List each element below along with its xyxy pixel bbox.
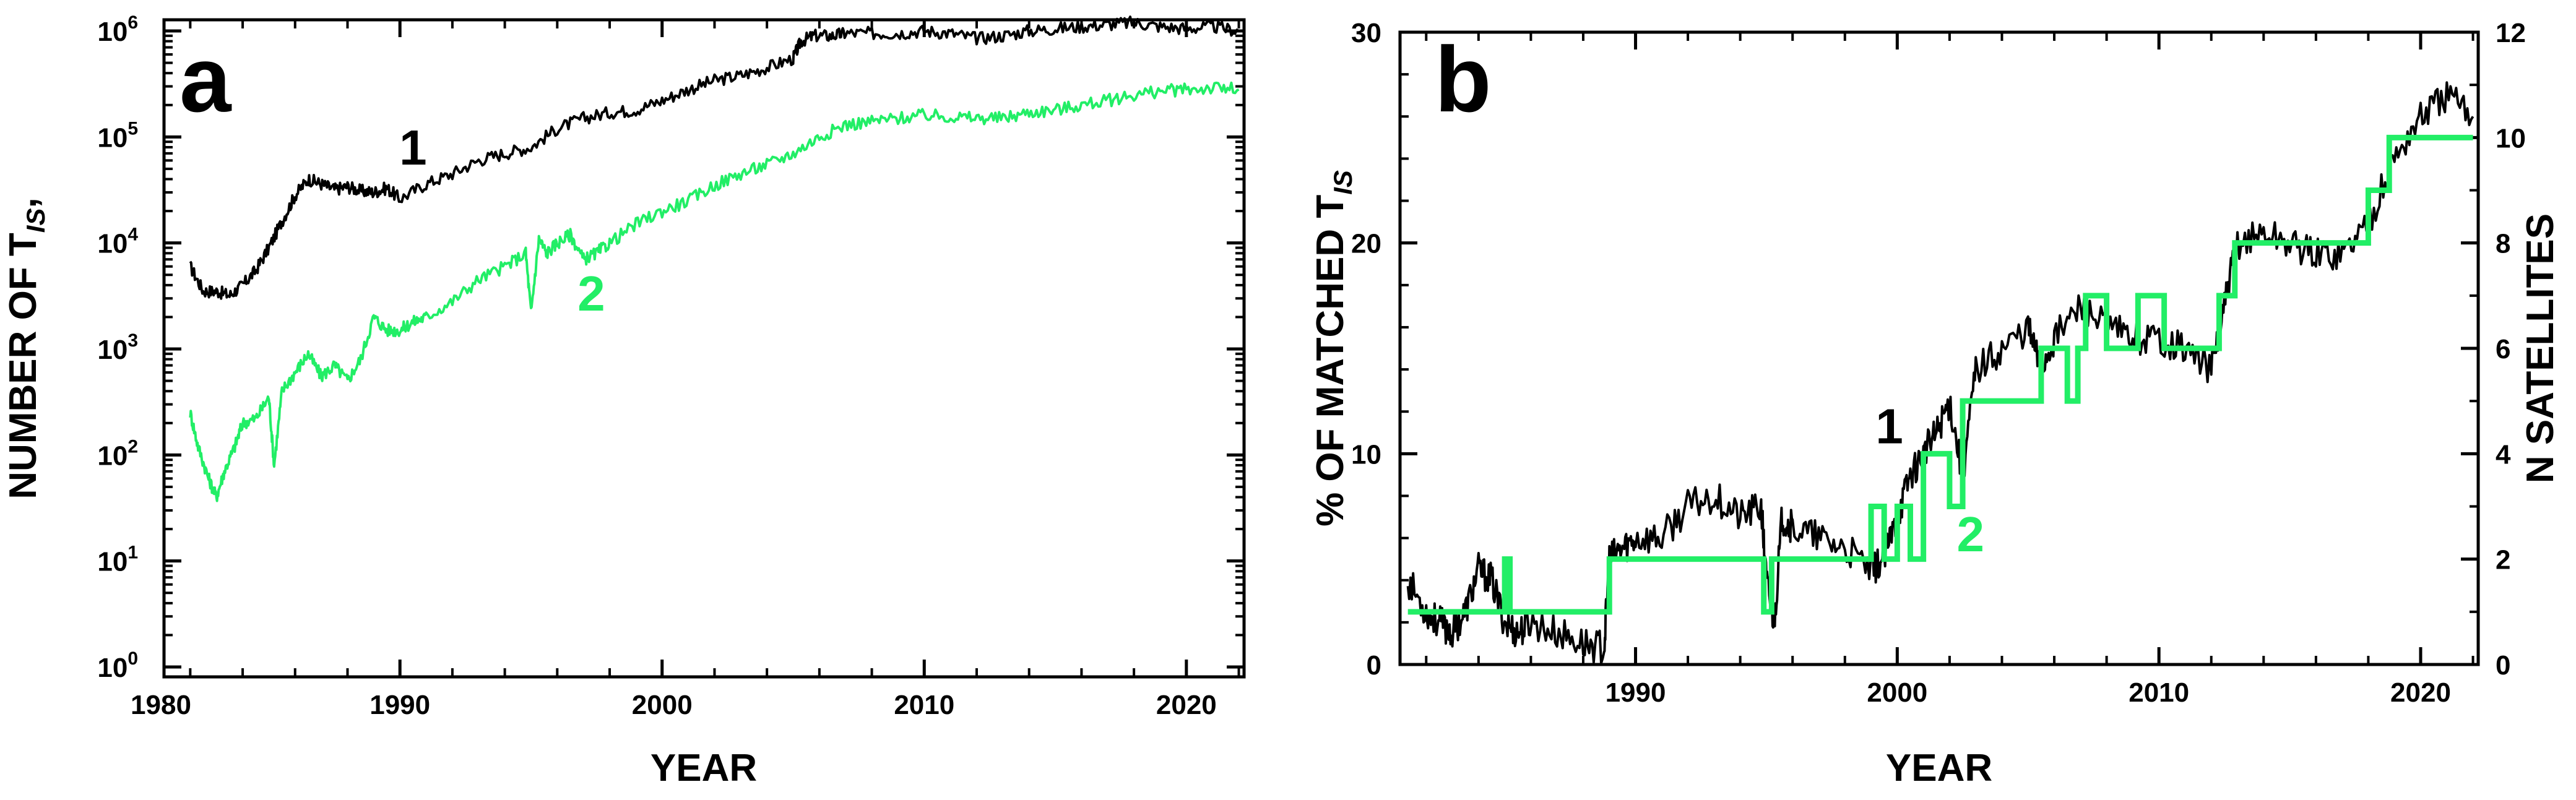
panel-b-left-y-tick-label: 30 — [1351, 18, 1381, 48]
panel-b-left-y-ticks: 0 10 20 30 — [1351, 18, 1417, 681]
panel-a-x-tick-label: 2020 — [1156, 690, 1217, 720]
panel-b-x-axis-label: YEAR — [1886, 747, 1992, 789]
panel-a-y-tick-label: 105 — [97, 118, 138, 153]
panel-b-right-y-tick-label: 8 — [2496, 229, 2510, 259]
panel-a-y-axis-label: NUMBER OF TIS, — [2, 197, 50, 499]
panel-a-x-tick-label: 1980 — [131, 690, 191, 720]
panel-b-left-y-axis-label-sub: IS — [1328, 170, 1357, 195]
panel-a-x-tick-label: 2010 — [894, 690, 954, 720]
panel-b-right-y-tick-label: 12 — [2496, 18, 2526, 48]
panel-b-x-tick-label: 1990 — [1606, 677, 1666, 708]
panel-a-y-tick-label: 100 — [97, 648, 138, 683]
panel-a-x-tick-label: 2000 — [632, 690, 693, 720]
panel-b-left-y-axis-label: % OF MATCHED TIS — [1309, 170, 1357, 527]
panel-a-label: a — [179, 27, 232, 131]
panel-a: 100 101 102 103 104 105 106 1980 1990 2000 2010 20… — [2, 12, 1246, 789]
panel-a-y-tick-label: 103 — [97, 330, 138, 365]
panel-a-series: 12 — [189, 15, 1240, 502]
panel-a-y-tick-label: 106 — [97, 12, 138, 47]
panel-a-series-2-label: 2 — [577, 266, 605, 321]
panel-b-right-y-axis-label: N SATELLITES — [2519, 213, 2562, 483]
panel-b-series-1-label: 1 — [1875, 398, 1903, 454]
panel-a-y-axis-label-sub: IS — [21, 209, 50, 233]
panel-a-x-ticks: 1980 1990 2000 2010 2020 — [131, 20, 1240, 720]
panel-b-label: b — [1435, 27, 1492, 131]
panel-a-y-ticks: 100 101 102 103 104 105 106 — [97, 12, 1244, 683]
panel-a-x-tick-label: 1990 — [370, 690, 430, 720]
panel-a-y-axis-label-tail: , — [2, 197, 45, 208]
panel-a-y-tick-label: 104 — [97, 225, 138, 259]
panel-a-y-axis-label-main: NUMBER OF T — [2, 233, 45, 499]
panel-b-left-y-axis-label-main: % OF MATCHED T — [1309, 195, 1352, 527]
panel-b-x-ticks: 1990 2000 2010 2020 — [1425, 32, 2474, 708]
panel-a-y-tick-label: 102 — [97, 436, 138, 471]
panel-b-series: 12 — [1406, 81, 2474, 665]
panel-b-right-y-tick-label: 10 — [2496, 123, 2526, 153]
panel-b-x-tick-label: 2000 — [1867, 677, 1927, 708]
panel-a-y-tick-label: 101 — [97, 543, 138, 577]
panel-b-series-2-label: 2 — [1956, 507, 1984, 562]
panel-b-left-y-tick-label: 0 — [1367, 650, 1381, 681]
panel-b-x-tick-label: 2010 — [2129, 677, 2189, 708]
panel-b-left-y-tick-label: 20 — [1351, 229, 1381, 259]
panel-b-x-tick-label: 2020 — [2390, 677, 2451, 708]
panel-b-right-y-tick-label: 6 — [2496, 334, 2510, 364]
panel-a-series-1-line — [189, 15, 1240, 300]
panel-b-left-y-tick-label: 10 — [1351, 439, 1381, 470]
panel-a-series-2-line — [189, 81, 1240, 502]
panel-b-right-y-tick-label: 4 — [2496, 439, 2511, 470]
panel-b-right-y-tick-label: 0 — [2496, 650, 2510, 681]
panel-a-series-1-label: 1 — [399, 120, 427, 175]
panel-a-x-axis-label: YEAR — [650, 747, 757, 789]
panel-b-right-y-tick-label: 2 — [2496, 545, 2510, 575]
panel-b-series-2-step-line — [1407, 134, 2473, 615]
panel-b-right-y-ticks: 0 2 4 6 8 10 12 — [2461, 18, 2526, 681]
